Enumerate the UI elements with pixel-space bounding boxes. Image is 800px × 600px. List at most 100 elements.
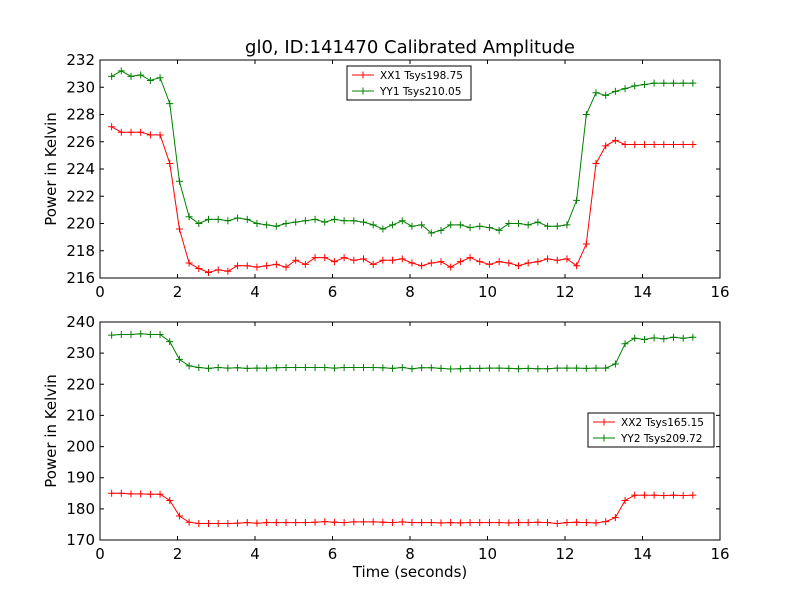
data-point	[156, 131, 164, 139]
data-point	[243, 364, 251, 372]
data-point	[234, 214, 242, 222]
data-point	[524, 259, 532, 267]
data-point	[485, 224, 493, 232]
data-point	[621, 496, 629, 504]
data-point	[544, 255, 552, 263]
y-axis-label: Power in Kelvin	[42, 374, 60, 488]
data-point	[524, 519, 532, 527]
data-point	[137, 71, 145, 79]
data-point	[205, 215, 212, 223]
data-point	[505, 220, 513, 227]
y-tick-label: 228	[66, 106, 95, 124]
legend-entry: YY2 Tsys209.72	[620, 433, 702, 445]
data-point	[427, 364, 435, 372]
data-point	[127, 128, 135, 136]
data-point	[534, 258, 542, 266]
chart-title: gl0, ID:141470 Calibrated Amplitude	[245, 37, 575, 58]
data-point	[689, 79, 697, 87]
data-point	[679, 79, 687, 87]
data-point	[214, 519, 222, 527]
data-point	[360, 255, 367, 263]
x-tick-label: 6	[328, 545, 338, 563]
data-point	[195, 519, 203, 527]
data-point	[456, 221, 464, 229]
data-point	[563, 519, 571, 527]
data-point	[350, 363, 358, 371]
data-point	[660, 140, 668, 148]
data-point	[602, 91, 610, 99]
x-tick-label: 10	[478, 545, 497, 563]
legend-swatch	[593, 418, 615, 426]
x-tick-label: 2	[173, 545, 183, 563]
data-point	[611, 360, 619, 368]
data-point	[418, 262, 426, 270]
data-point	[185, 518, 193, 526]
data-point	[272, 519, 280, 527]
y-tick-label: 232	[66, 51, 95, 69]
data-point	[485, 364, 493, 372]
x-tick-label: 6	[328, 283, 338, 301]
data-point	[224, 217, 232, 225]
data-point	[515, 519, 522, 527]
data-point	[650, 334, 658, 342]
data-point	[330, 258, 338, 266]
y-tick-label: 230	[66, 344, 95, 362]
data-point	[243, 519, 251, 527]
data-point	[563, 255, 571, 263]
data-point	[360, 218, 367, 226]
data-point	[340, 217, 348, 225]
data-point	[495, 258, 503, 266]
data-point	[292, 519, 300, 527]
data-point	[224, 519, 232, 527]
data-point	[263, 519, 271, 527]
data-point	[340, 254, 348, 262]
data-point	[214, 266, 222, 274]
legend-swatch	[352, 71, 374, 79]
y-tick-label: 216	[66, 269, 95, 287]
data-point	[311, 363, 319, 371]
data-point	[253, 263, 261, 271]
data-point	[282, 363, 290, 371]
data-point	[301, 260, 309, 268]
y-axis-label: Power in Kelvin	[42, 112, 60, 226]
data-point	[243, 215, 251, 223]
data-point	[214, 363, 222, 371]
data-point	[166, 100, 174, 108]
data-point	[272, 222, 280, 230]
data-point	[553, 364, 561, 372]
data-point	[243, 262, 251, 270]
data-point	[515, 262, 522, 270]
data-point	[205, 519, 212, 527]
x-tick-label: 12	[555, 545, 574, 563]
data-point	[689, 491, 697, 499]
x-axis-label: Time (seconds)	[352, 563, 468, 581]
data-point	[640, 335, 648, 343]
data-point	[146, 131, 154, 139]
data-point	[234, 262, 242, 270]
data-point	[447, 365, 455, 373]
y-tick-label: 210	[66, 406, 95, 424]
data-point	[563, 364, 571, 372]
data-point	[214, 215, 222, 223]
data-point	[611, 514, 619, 522]
data-point	[389, 221, 397, 229]
data-point	[505, 519, 513, 527]
data-point	[166, 160, 174, 168]
data-point	[195, 220, 203, 227]
data-point	[146, 490, 154, 498]
data-point	[660, 79, 668, 87]
data-point	[301, 519, 309, 527]
data-point	[311, 518, 319, 526]
data-point	[369, 221, 377, 229]
data-point	[650, 140, 658, 148]
data-point	[466, 224, 474, 232]
data-point	[108, 72, 116, 80]
data-point	[369, 363, 377, 371]
data-point	[456, 519, 464, 527]
data-point	[292, 363, 300, 371]
data-point	[311, 254, 319, 262]
data-point	[495, 226, 503, 234]
x-tick-label: 0	[95, 545, 105, 563]
data-point	[195, 363, 203, 371]
data-point	[272, 364, 280, 372]
